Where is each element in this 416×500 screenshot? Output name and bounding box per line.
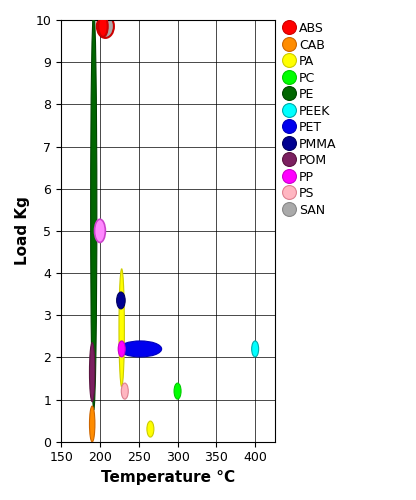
Ellipse shape [116,292,125,309]
Ellipse shape [119,341,162,357]
Ellipse shape [89,342,95,402]
X-axis label: Temperature °C: Temperature °C [101,470,235,485]
Legend: ABS, CAB, PA, PC, PE, PEEK, PET, PMMA, POM, PP, PS, SAN: ABS, CAB, PA, PC, PE, PEEK, PET, PMMA, P… [283,22,337,216]
Ellipse shape [119,269,124,387]
Ellipse shape [97,14,114,38]
Ellipse shape [252,341,259,357]
Y-axis label: Load Kg: Load Kg [15,196,30,266]
Ellipse shape [94,220,105,242]
Ellipse shape [174,383,181,399]
Ellipse shape [99,16,108,37]
Ellipse shape [118,341,125,357]
Ellipse shape [89,406,95,442]
Ellipse shape [91,10,97,410]
Ellipse shape [147,421,154,437]
Ellipse shape [121,383,128,399]
